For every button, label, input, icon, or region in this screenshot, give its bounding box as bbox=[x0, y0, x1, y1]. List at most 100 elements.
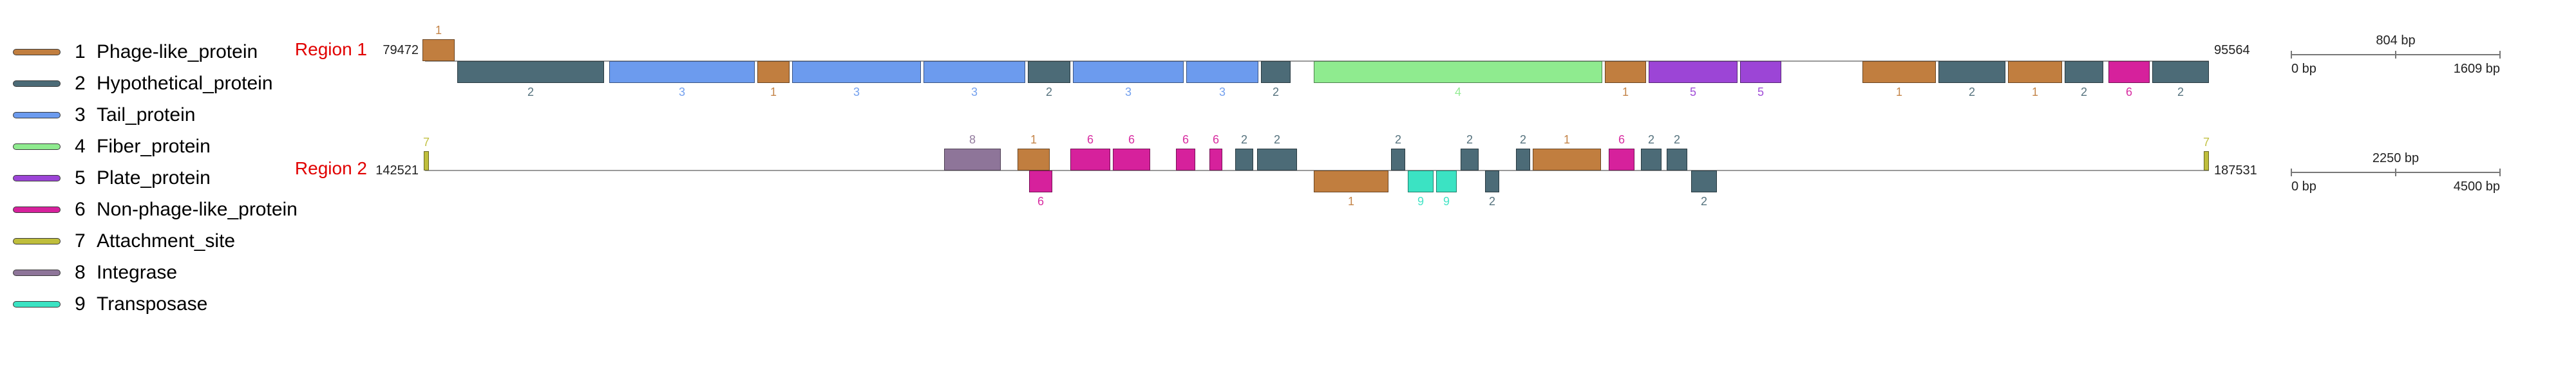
gene-box-hypothetical[interactable] bbox=[457, 61, 604, 83]
gene-box-non_phage[interactable] bbox=[1113, 149, 1150, 170]
gene-box-phage_like[interactable] bbox=[422, 39, 455, 61]
scale-bar-tick bbox=[2395, 169, 2396, 176]
gene-box-attachment[interactable] bbox=[424, 151, 429, 170]
gene-box-integrase[interactable] bbox=[944, 149, 1001, 170]
gene-box-non_phage[interactable] bbox=[1029, 170, 1052, 192]
region-start-coordinate: 79472 bbox=[383, 43, 419, 57]
region-start-coordinate: 142521 bbox=[375, 163, 419, 178]
gene-box-phage_like[interactable] bbox=[757, 61, 790, 83]
legend-label: Integrase bbox=[97, 261, 178, 283]
legend-item: 3 Tail_protein bbox=[13, 99, 298, 131]
gene-box-non_phage[interactable] bbox=[2108, 61, 2150, 83]
gene-box-non_phage[interactable] bbox=[1176, 149, 1195, 170]
gene-box-phage_like[interactable] bbox=[1605, 61, 1646, 83]
legend-number: 4 bbox=[75, 135, 86, 157]
gene-box-non_phage[interactable] bbox=[1070, 149, 1110, 170]
legend-number: 5 bbox=[75, 167, 86, 188]
legend-item: 6 Non-phage-like_protein bbox=[13, 194, 298, 225]
legend-number: 2 bbox=[75, 72, 86, 94]
gene-category-label: 2 bbox=[1045, 86, 1052, 98]
gene-category-label: 2 bbox=[1647, 133, 1654, 146]
gene-category-label: 6 bbox=[1086, 133, 1094, 146]
gene-category-label: 1 bbox=[1563, 133, 1570, 146]
gene-box-phage_like[interactable] bbox=[1314, 170, 1388, 192]
gene-box-hypothetical[interactable] bbox=[1261, 61, 1291, 83]
gene-box-hypothetical[interactable] bbox=[1257, 149, 1297, 170]
gene-category-label: 9 bbox=[1417, 195, 1424, 208]
gene-box-hypothetical[interactable] bbox=[2065, 61, 2103, 83]
gene-box-hypothetical[interactable] bbox=[1461, 149, 1479, 170]
gene-category-label: 2 bbox=[1466, 133, 1473, 146]
legend-label: Tail_protein bbox=[97, 104, 196, 125]
integrase-swatch bbox=[13, 269, 61, 276]
gene-category-label: 1 bbox=[435, 24, 442, 37]
gene-box-hypothetical[interactable] bbox=[1485, 170, 1499, 192]
gene-box-attachment[interactable] bbox=[2204, 151, 2209, 170]
gene-box-phage_like[interactable] bbox=[1018, 149, 1050, 170]
gene-box-tail[interactable] bbox=[923, 61, 1025, 83]
gene-category-label: 3 bbox=[971, 86, 978, 98]
gene-box-non_phage[interactable] bbox=[1609, 149, 1634, 170]
gene-box-hypothetical[interactable] bbox=[1938, 61, 2005, 83]
scale-bar-tick bbox=[2291, 169, 2292, 176]
tail-protein-swatch bbox=[13, 111, 61, 118]
gene-category-label: 1 bbox=[2031, 86, 2038, 98]
gene-box-hypothetical[interactable] bbox=[1516, 149, 1530, 170]
gene-box-non_phage[interactable] bbox=[1209, 149, 1222, 170]
legend-number: 9 bbox=[75, 293, 86, 315]
gene-category-label: 2 bbox=[2080, 86, 2087, 98]
gene-category-label: 2 bbox=[2177, 86, 2184, 98]
gene-box-phage_like[interactable] bbox=[1533, 149, 1601, 170]
legend: 1 Phage-like_protein 2 Hypothetical_protein… bbox=[13, 36, 298, 320]
gene-category-label: 6 bbox=[1128, 133, 1135, 146]
gene-category-label: 6 bbox=[1618, 133, 1625, 146]
legend-number: 6 bbox=[75, 198, 86, 220]
gene-box-hypothetical[interactable] bbox=[1691, 170, 1717, 192]
gene-box-tail[interactable] bbox=[1186, 61, 1258, 83]
gene-box-fiber[interactable] bbox=[1314, 61, 1602, 83]
gene-category-label: 2 bbox=[1519, 133, 1526, 146]
gene-category-label: 6 bbox=[1212, 133, 1219, 146]
gene-box-tail[interactable] bbox=[609, 61, 755, 83]
gene-category-label: 7 bbox=[422, 136, 430, 149]
gene-category-label: 2 bbox=[1968, 86, 1975, 98]
scale-bar-tick bbox=[2291, 51, 2292, 59]
gene-category-label: 3 bbox=[1124, 86, 1132, 98]
gene-box-hypothetical[interactable] bbox=[2152, 61, 2209, 83]
transposase-swatch bbox=[13, 300, 61, 308]
scale-bar-mid-label: 2250 bp bbox=[2372, 151, 2420, 165]
gene-box-plate[interactable] bbox=[1649, 61, 1738, 83]
attachment-site-swatch bbox=[13, 237, 61, 244]
gene-category-label: 1 bbox=[770, 86, 777, 98]
gene-box-hypothetical[interactable] bbox=[1667, 149, 1687, 170]
legend-label: Transposase bbox=[97, 293, 208, 315]
gene-category-label: 2 bbox=[1272, 86, 1279, 98]
gene-category-label: 2 bbox=[1240, 133, 1247, 146]
gene-category-label: 2 bbox=[527, 86, 534, 98]
gene-category-label: 1 bbox=[1622, 86, 1629, 98]
legend-label: Non-phage-like_protein bbox=[97, 198, 298, 220]
fiber-protein-swatch bbox=[13, 143, 61, 150]
gene-box-hypothetical[interactable] bbox=[1641, 149, 1662, 170]
gene-box-transposase[interactable] bbox=[1436, 170, 1457, 192]
scale-bar-mid-label: 804 bp bbox=[2376, 33, 2416, 48]
legend-item: 1 Phage-like_protein bbox=[13, 36, 298, 68]
legend-item: 2 Hypothetical_protein bbox=[13, 68, 298, 99]
gene-box-phage_like[interactable] bbox=[2008, 61, 2062, 83]
scale-bar-left-label: 0 bp bbox=[2291, 62, 2316, 76]
gene-category-label: 5 bbox=[1689, 86, 1696, 98]
gene-category-label: 6 bbox=[2125, 86, 2132, 98]
gene-category-label: 2 bbox=[1273, 133, 1280, 146]
gene-box-tail[interactable] bbox=[1073, 61, 1184, 83]
gene-box-tail[interactable] bbox=[792, 61, 921, 83]
gene-box-phage_like[interactable] bbox=[1862, 61, 1936, 83]
gene-box-hypothetical[interactable] bbox=[1028, 61, 1070, 83]
gene-box-hypothetical[interactable] bbox=[1391, 149, 1405, 170]
non-phage-like-protein-swatch bbox=[13, 206, 61, 213]
legend-item: 7 Attachment_site bbox=[13, 225, 298, 257]
gene-box-plate[interactable] bbox=[1740, 61, 1781, 83]
gene-box-hypothetical[interactable] bbox=[1235, 149, 1253, 170]
gene-box-transposase[interactable] bbox=[1408, 170, 1434, 192]
gene-category-label: 6 bbox=[1037, 195, 1044, 208]
